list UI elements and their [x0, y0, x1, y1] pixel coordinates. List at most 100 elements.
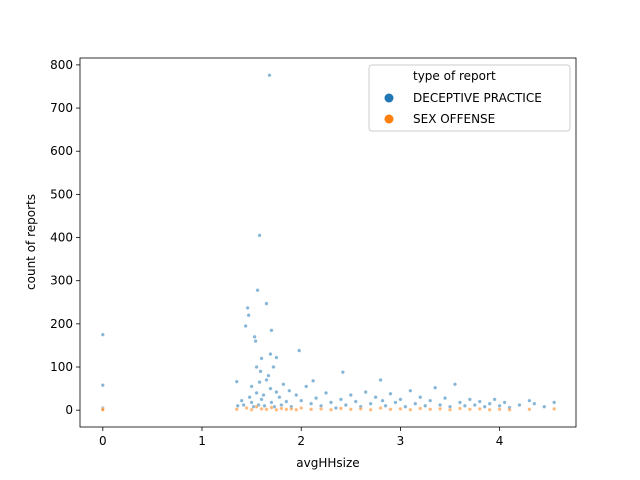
point-deceptive-practice	[311, 378, 316, 383]
point-sex-offense	[457, 406, 462, 411]
point-deceptive-practice	[254, 365, 259, 369]
point-deceptive-practice	[467, 397, 472, 402]
point-deceptive-practice	[477, 399, 482, 404]
point-sex-offense	[438, 406, 443, 411]
point-sex-offense	[279, 406, 284, 411]
x-tick-label: 0	[99, 434, 107, 448]
legend-box	[368, 64, 571, 132]
point-deceptive-practice	[383, 403, 388, 408]
point-deceptive-practice	[324, 390, 328, 395]
y-tick-label: 500	[50, 187, 73, 201]
point-deceptive-practice	[262, 403, 267, 408]
y-tick-label: 400	[50, 231, 73, 245]
point-deceptive-practice	[403, 404, 408, 409]
point-sex-offense	[527, 407, 532, 412]
point-sex-offense	[299, 406, 304, 410]
point-sex-offense	[368, 407, 373, 412]
legend-marker-sex-offense	[384, 114, 394, 124]
point-deceptive-practice	[279, 403, 284, 407]
point-deceptive-practice	[343, 403, 348, 407]
point-deceptive-practice	[299, 398, 304, 403]
point-sex-offense	[264, 407, 269, 412]
point-deceptive-practice	[271, 365, 276, 369]
point-deceptive-practice	[353, 399, 358, 404]
point-deceptive-practice	[258, 369, 263, 374]
point-deceptive-practice	[492, 397, 497, 402]
y-tick-label: 300	[50, 274, 73, 288]
y-tick-label: 800	[50, 58, 73, 72]
point-deceptive-practice	[249, 400, 254, 405]
point-deceptive-practice	[453, 382, 457, 387]
point-deceptive-practice	[363, 390, 368, 394]
point-deceptive-practice	[252, 334, 257, 339]
point-deceptive-practice	[542, 404, 547, 409]
point-deceptive-practice	[418, 395, 423, 400]
point-deceptive-practice	[438, 403, 443, 407]
point-sex-offense	[338, 406, 343, 411]
point-sex-offense	[552, 406, 557, 411]
point-sex-offense	[259, 406, 264, 411]
point-deceptive-practice	[373, 395, 378, 400]
point-deceptive-practice	[259, 397, 264, 402]
point-deceptive-practice	[378, 378, 383, 382]
point-sex-offense	[329, 407, 333, 412]
point-deceptive-practice	[487, 401, 492, 406]
plot-frame	[79, 57, 577, 428]
point-deceptive-practice	[297, 348, 302, 353]
point-sex-offense	[254, 404, 259, 409]
point-deceptive-practice	[314, 396, 319, 401]
point-deceptive-practice	[497, 403, 502, 408]
point-deceptive-practice	[482, 404, 487, 409]
point-deceptive-practice	[234, 379, 239, 384]
point-deceptive-practice	[261, 393, 266, 398]
y-tick-label: 0	[65, 403, 73, 417]
point-deceptive-practice	[294, 393, 299, 398]
point-sex-offense	[418, 406, 423, 411]
legend-label-deceptive-practice: DECEPTIVE PRACTICE	[413, 91, 542, 105]
point-deceptive-practice	[246, 313, 251, 318]
point-sex-offense	[244, 406, 249, 410]
point-deceptive-practice	[433, 385, 438, 390]
x-tick-label: 3	[397, 434, 405, 448]
point-deceptive-practice	[249, 384, 254, 389]
point-sex-offense	[398, 406, 403, 411]
point-sex-offense	[388, 407, 393, 412]
point-deceptive-practice	[253, 339, 258, 344]
data-points	[100, 73, 557, 412]
point-sex-offense	[289, 406, 294, 411]
point-deceptive-practice	[266, 373, 271, 378]
legend: type of report DECEPTIVE PRACTICE SEX OF…	[368, 64, 571, 132]
point-deceptive-practice	[268, 352, 273, 357]
point-deceptive-practice	[527, 398, 532, 403]
point-deceptive-practice	[257, 233, 262, 238]
point-sex-offense	[467, 407, 472, 412]
point-sex-offense	[319, 406, 324, 411]
point-deceptive-practice	[269, 400, 274, 405]
point-deceptive-practice	[408, 388, 413, 393]
point-deceptive-practice	[264, 378, 269, 382]
point-deceptive-practice	[340, 370, 345, 375]
point-deceptive-practice	[443, 396, 448, 401]
point-deceptive-practice	[329, 400, 333, 405]
point-deceptive-practice	[398, 397, 403, 402]
y-tick-label: 100	[50, 360, 73, 374]
point-deceptive-practice	[239, 398, 244, 403]
point-deceptive-practice	[502, 400, 507, 405]
point-deceptive-practice	[380, 398, 385, 403]
point-deceptive-practice	[281, 382, 286, 387]
point-sex-offense	[408, 407, 413, 412]
point-sex-offense	[309, 407, 314, 412]
x-tick-label: 2	[297, 434, 305, 448]
point-deceptive-practice	[393, 400, 398, 405]
point-sex-offense	[428, 407, 433, 412]
point-deceptive-practice	[277, 395, 282, 400]
point-deceptive-practice	[268, 386, 273, 391]
point-deceptive-practice	[241, 403, 246, 407]
point-deceptive-practice	[235, 403, 240, 408]
legend-marker-deceptive-practice	[384, 93, 394, 103]
point-deceptive-practice	[284, 399, 289, 404]
point-deceptive-practice	[100, 383, 105, 388]
y-tick-label: 600	[50, 144, 73, 158]
point-deceptive-practice	[348, 393, 353, 398]
point-deceptive-practice	[243, 324, 248, 328]
